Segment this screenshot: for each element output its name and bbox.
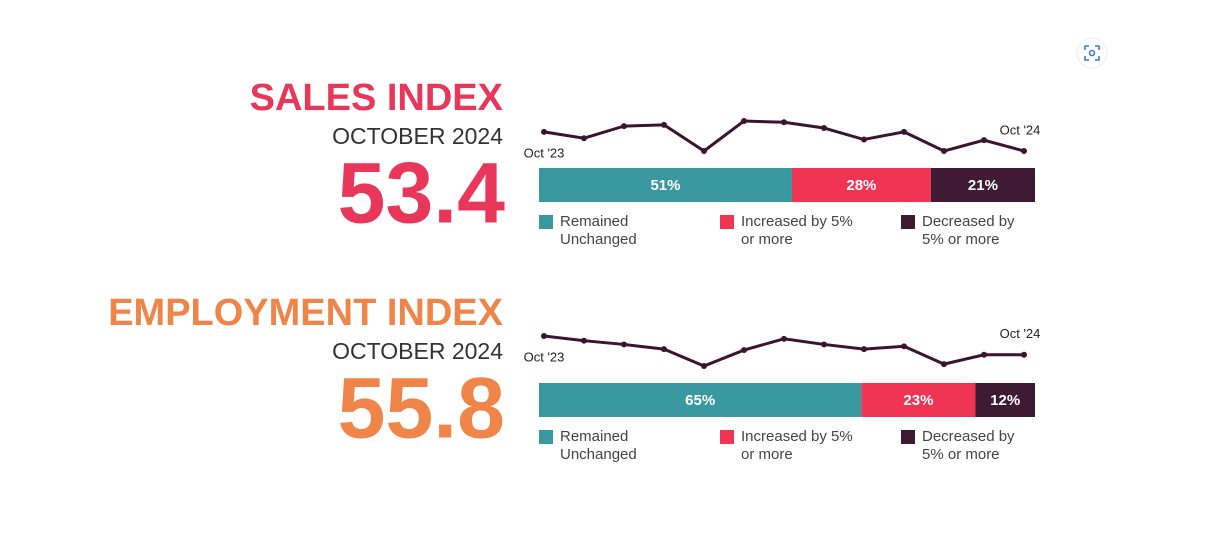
sparkline-point: [981, 351, 987, 358]
legend-label: Increased by 5% or more: [741, 428, 853, 463]
legend-swatch: [901, 430, 915, 444]
sparkline-point: [941, 148, 947, 154]
sparkline-point: [661, 346, 667, 353]
sparkline-point: [1021, 148, 1027, 154]
bar-segment: [539, 168, 792, 202]
sparkline-point: [541, 128, 547, 135]
index-value: 55.8: [338, 361, 505, 457]
sparkline: [543, 119, 1025, 153]
index-subtitle: OCTOBER 2024: [332, 123, 503, 149]
legend-swatch: [720, 215, 734, 229]
bar-segment: [930, 168, 1035, 202]
sparkline-point: [941, 361, 947, 368]
bar-segment: [791, 168, 931, 202]
bar-value-label: 65%: [685, 392, 715, 409]
sparkline-point: [901, 128, 907, 135]
index-title: EMPLOYMENT INDEX: [108, 292, 503, 334]
legend-label: Increased by 5% or more: [741, 213, 853, 248]
sparkline-point: [781, 335, 787, 342]
sparkline-point: [741, 118, 747, 124]
sparkline-point: [661, 121, 667, 128]
bar-value-label: 12%: [990, 392, 1020, 409]
focus-button[interactable]: [1076, 37, 1108, 69]
index-value: 53.4: [338, 146, 506, 242]
x-tick-label: Oct '23: [524, 349, 565, 364]
sparkline-point: [621, 341, 627, 348]
sparkline-point: [621, 123, 627, 130]
bar-segment: [861, 383, 976, 417]
sparkline-point: [581, 337, 587, 344]
x-tick-label: Oct '24: [1000, 326, 1041, 341]
index-title: SALES INDEX: [250, 77, 504, 119]
sparkline-point: [821, 341, 827, 348]
legend-label: Remained Unchanged: [560, 213, 637, 248]
legend-label: Decreased by 5% or more: [922, 213, 1015, 248]
legend-label: Remained Unchanged: [560, 428, 637, 463]
sparkline-point: [1021, 351, 1027, 358]
index-subtitle: OCTOBER 2024: [332, 338, 503, 364]
legend-swatch: [539, 215, 553, 229]
x-tick-label: Oct '24: [1000, 122, 1041, 137]
sparkline-point: [781, 119, 787, 126]
sparkline-point: [861, 346, 867, 353]
sparkline-point: [821, 125, 827, 132]
legend-swatch: [539, 430, 553, 444]
legend-label: Decreased by 5% or more: [922, 428, 1015, 463]
sparkline-point: [701, 148, 707, 154]
legend-swatch: [901, 215, 915, 229]
bar-value-label: 28%: [846, 177, 876, 194]
sparkline-point: [741, 347, 747, 354]
bar-value-label: 51%: [650, 177, 680, 194]
sparkline-point: [981, 137, 987, 144]
bar-value-label: 21%: [968, 177, 998, 194]
sparkline-point: [581, 135, 587, 142]
sparkline-point: [541, 333, 547, 339]
x-tick-label: Oct '23: [524, 145, 565, 160]
bar-segment: [975, 383, 1035, 417]
sparkline-point: [901, 343, 907, 350]
sparkline-point: [861, 136, 867, 143]
sparkline-point: [701, 363, 707, 369]
legend-swatch: [720, 430, 734, 444]
bar-segment: [539, 383, 862, 417]
bar-value-label: 23%: [903, 392, 933, 409]
